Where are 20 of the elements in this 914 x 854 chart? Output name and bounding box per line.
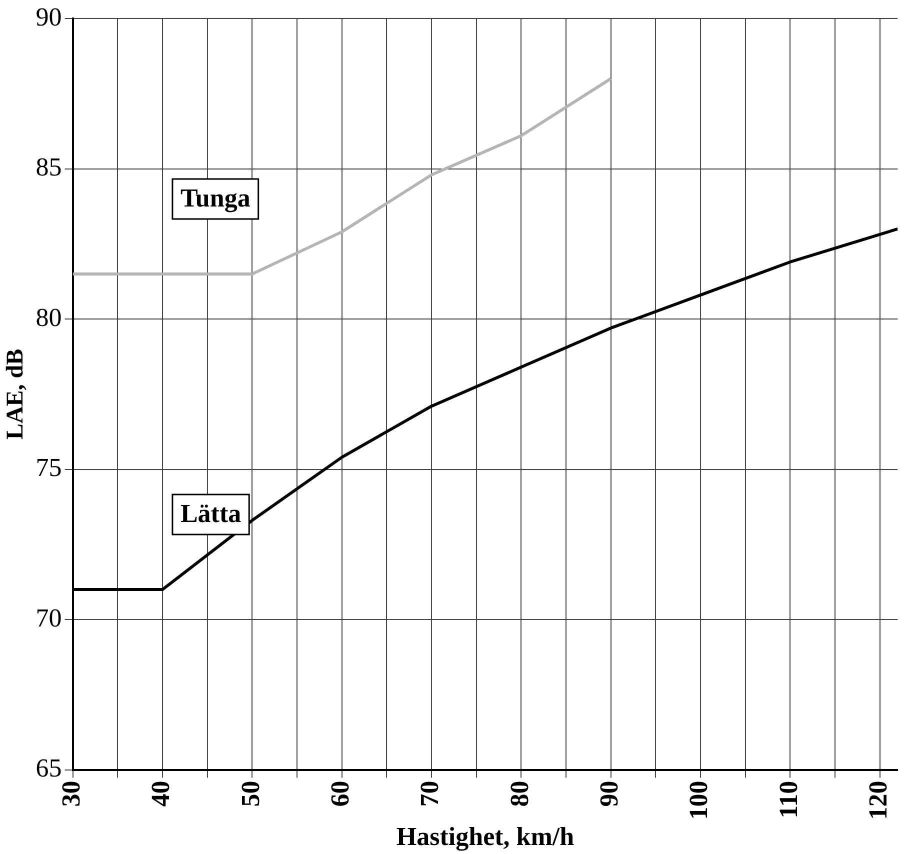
x-tick-label: 110 xyxy=(774,780,803,818)
x-tick-label: 100 xyxy=(684,780,714,820)
y-axis-title: LAE, dB xyxy=(2,348,29,440)
y-tick-label: 90 xyxy=(36,2,62,32)
x-tick-label: 90 xyxy=(594,780,624,807)
y-tick-label: 80 xyxy=(36,302,62,332)
x-tick-label: 30 xyxy=(56,780,86,807)
x-tick-label: 40 xyxy=(146,780,176,807)
x-axis-title: Hastighet, km/h xyxy=(396,822,575,852)
x-tick-label: 70 xyxy=(415,780,444,807)
y-tick-label: 75 xyxy=(36,453,62,482)
y-tick-label: 85 xyxy=(36,152,62,182)
x-tick-label: 60 xyxy=(326,780,355,807)
x-tick-label: 120 xyxy=(863,780,892,820)
series-label: Lätta xyxy=(180,499,242,528)
y-tick-label: 70 xyxy=(36,603,62,632)
text: Tunga xyxy=(180,184,250,213)
x-tick-label: 80 xyxy=(504,780,534,807)
x-tick-label: 50 xyxy=(236,780,265,807)
y-tick-label: 65 xyxy=(36,754,62,783)
